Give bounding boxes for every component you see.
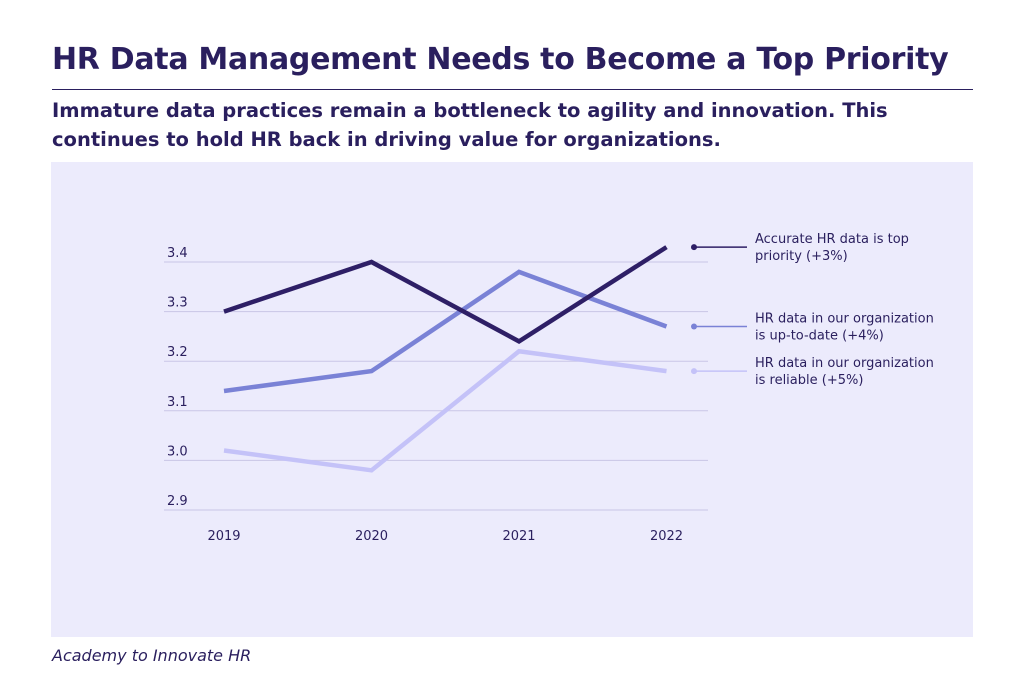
x-tick-label: 2021	[502, 529, 535, 544]
y-tick-label: 3.4	[167, 246, 188, 261]
y-tick-label: 3.0	[167, 444, 188, 459]
x-tick-label: 2019	[207, 529, 240, 544]
y-tick-label: 2.9	[167, 494, 188, 509]
series-line	[223, 348, 667, 473]
chart-panel: 2.9 3.0 3.1 3.2 3.3 3.4 2019 2020 2021 2022 Accura…	[51, 162, 973, 637]
y-tick-label: 3.2	[167, 345, 188, 360]
line-chart: 2.9 3.0 3.1 3.2 3.3 3.4 2019 2020 2021 2022 Accura…	[164, 232, 934, 544]
legend-label: is up-to-date (+4%)	[755, 328, 884, 343]
series-line	[223, 245, 668, 344]
source-credit: Academy to Innovate HR	[52, 646, 252, 665]
x-tick-label: 2022	[650, 529, 683, 544]
page-subtitle: Immature data practices remain a bottlen…	[52, 99, 888, 151]
title-divider	[52, 89, 973, 90]
legend-label: priority (+3%)	[755, 249, 848, 264]
legend-label: Accurate HR data is top	[755, 232, 909, 247]
page-title: HR Data Management Needs to Become a Top…	[52, 42, 949, 77]
legend-label: HR data in our organization	[755, 356, 934, 371]
legend-label: HR data in our organization	[755, 311, 934, 326]
y-tick-label: 3.3	[167, 296, 188, 311]
legend-label: is reliable (+5%)	[755, 373, 863, 388]
x-tick-label: 2020	[355, 529, 388, 544]
series-line	[223, 269, 668, 394]
y-tick-label: 3.1	[167, 395, 188, 410]
